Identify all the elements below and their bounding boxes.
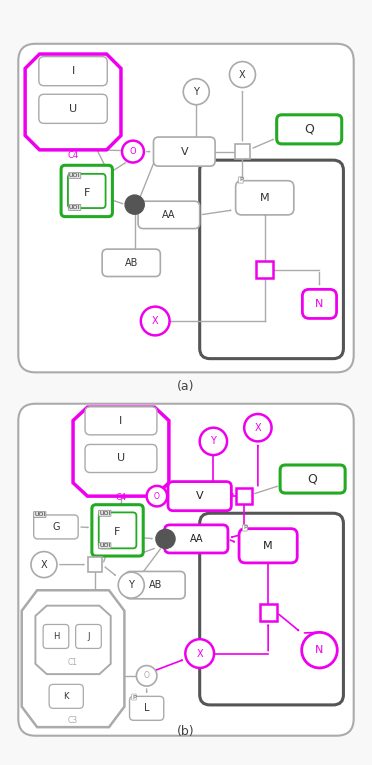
Text: O: O — [154, 492, 160, 500]
Text: C1: C1 — [68, 658, 78, 666]
Text: H: H — [53, 632, 59, 641]
Text: F: F — [84, 187, 90, 197]
Bar — [256, 261, 273, 278]
Text: M: M — [260, 193, 270, 203]
Circle shape — [302, 633, 337, 668]
FancyBboxPatch shape — [125, 571, 185, 599]
Text: N: N — [315, 645, 324, 655]
Text: AB: AB — [125, 258, 138, 268]
FancyBboxPatch shape — [18, 404, 354, 736]
Text: (b): (b) — [177, 725, 195, 738]
FancyBboxPatch shape — [200, 160, 343, 359]
Text: X: X — [41, 559, 47, 570]
FancyBboxPatch shape — [76, 624, 101, 649]
Text: P: P — [132, 695, 136, 699]
Text: AA: AA — [189, 534, 203, 544]
Text: M: M — [263, 541, 273, 551]
Circle shape — [141, 307, 170, 335]
FancyBboxPatch shape — [235, 181, 294, 215]
FancyBboxPatch shape — [61, 165, 112, 216]
FancyBboxPatch shape — [92, 505, 143, 556]
Circle shape — [125, 195, 144, 214]
Text: X: X — [196, 649, 203, 659]
Text: U: U — [117, 454, 125, 464]
FancyBboxPatch shape — [34, 515, 78, 539]
Text: Q: Q — [308, 473, 318, 486]
Circle shape — [200, 428, 227, 455]
Text: P: P — [239, 177, 243, 183]
Polygon shape — [22, 591, 124, 728]
FancyBboxPatch shape — [39, 94, 107, 123]
FancyBboxPatch shape — [99, 513, 137, 549]
Circle shape — [137, 666, 157, 686]
Circle shape — [147, 486, 167, 506]
FancyBboxPatch shape — [68, 174, 106, 208]
FancyBboxPatch shape — [85, 407, 157, 435]
Bar — [260, 604, 277, 621]
Text: I: I — [119, 416, 123, 426]
Bar — [237, 488, 252, 504]
Bar — [88, 558, 103, 571]
FancyBboxPatch shape — [168, 482, 231, 511]
Text: C4: C4 — [67, 151, 78, 160]
Text: UOI: UOI — [69, 173, 80, 178]
Circle shape — [230, 61, 256, 87]
Text: U: U — [69, 104, 77, 114]
Text: O: O — [129, 147, 136, 156]
Text: AB: AB — [148, 580, 162, 590]
FancyBboxPatch shape — [277, 115, 342, 144]
Text: I: I — [71, 66, 75, 76]
FancyBboxPatch shape — [18, 44, 354, 373]
Polygon shape — [35, 606, 111, 674]
FancyBboxPatch shape — [302, 289, 337, 318]
Text: X: X — [239, 70, 246, 80]
Text: G: G — [52, 522, 60, 532]
Circle shape — [244, 414, 272, 441]
Text: X: X — [152, 316, 158, 326]
FancyBboxPatch shape — [165, 525, 228, 553]
Circle shape — [122, 141, 144, 162]
Circle shape — [31, 552, 57, 578]
Text: O: O — [144, 672, 150, 680]
Text: P: P — [243, 526, 247, 530]
Polygon shape — [25, 54, 121, 150]
Text: F: F — [114, 527, 121, 537]
FancyBboxPatch shape — [102, 249, 160, 276]
Text: UOI: UOI — [34, 512, 45, 517]
Polygon shape — [73, 407, 169, 496]
FancyBboxPatch shape — [239, 529, 297, 563]
Text: C4: C4 — [115, 493, 126, 503]
Text: V: V — [196, 491, 203, 501]
Text: UOI: UOI — [99, 543, 110, 549]
Text: Y: Y — [193, 86, 199, 96]
FancyBboxPatch shape — [200, 513, 343, 705]
Text: K: K — [64, 692, 69, 701]
FancyBboxPatch shape — [39, 57, 107, 86]
Circle shape — [185, 640, 214, 668]
FancyBboxPatch shape — [280, 465, 345, 493]
Circle shape — [183, 79, 209, 105]
Circle shape — [156, 529, 175, 549]
FancyBboxPatch shape — [154, 137, 215, 166]
Text: (a): (a) — [177, 379, 195, 392]
Text: UOI: UOI — [69, 205, 80, 210]
Bar — [235, 144, 250, 159]
FancyBboxPatch shape — [85, 444, 157, 473]
Text: AA: AA — [162, 210, 176, 220]
Text: C3: C3 — [68, 716, 78, 724]
Text: Q: Q — [304, 123, 314, 136]
FancyBboxPatch shape — [43, 624, 69, 649]
Text: Y: Y — [128, 580, 134, 590]
Text: UOI: UOI — [99, 511, 110, 516]
FancyBboxPatch shape — [129, 696, 164, 721]
FancyBboxPatch shape — [49, 685, 83, 708]
Text: L: L — [144, 703, 150, 713]
Text: X: X — [254, 423, 261, 433]
Text: V: V — [180, 147, 188, 157]
Text: N: N — [315, 299, 324, 309]
Text: J: J — [87, 632, 90, 641]
FancyBboxPatch shape — [138, 201, 200, 229]
Text: Y: Y — [211, 436, 216, 447]
Circle shape — [118, 572, 144, 598]
